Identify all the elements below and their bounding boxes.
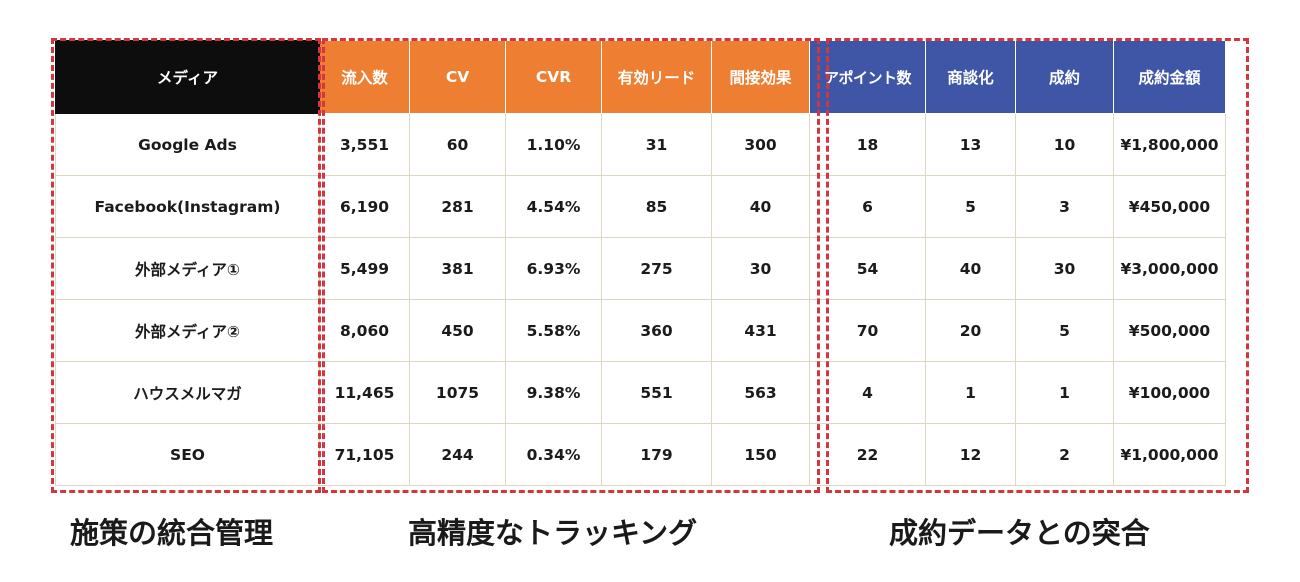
cell-valid-leads: 179	[601, 423, 712, 486]
cell-contracts: 3	[1015, 175, 1114, 238]
cell-valid-leads: 551	[601, 361, 712, 424]
caption-integrated-management: 施策の統合管理	[70, 516, 274, 550]
cell-media: 外部メディア②	[55, 299, 320, 362]
cell-valid-leads: 275	[601, 237, 712, 300]
header-valid-leads: 有効リード	[601, 40, 712, 114]
header-inflow: 流入数	[319, 40, 410, 114]
cell-contract-amount: ¥100,000	[1113, 361, 1226, 424]
cell-cv: 244	[409, 423, 506, 486]
header-contracts: 成約	[1015, 40, 1114, 114]
cell-contract-amount: ¥500,000	[1113, 299, 1226, 362]
cell-cvr: 0.34%	[505, 423, 602, 486]
cell-negotiations: 1	[925, 361, 1016, 424]
caption-contract-data-matching: 成約データとの突合	[889, 516, 1150, 550]
cell-indirect-effect: 563	[711, 361, 810, 424]
cell-appointments: 22	[809, 423, 926, 486]
cell-contracts: 5	[1015, 299, 1114, 362]
cell-inflow: 3,551	[319, 113, 410, 176]
cell-inflow: 6,190	[319, 175, 410, 238]
cell-cvr: 5.58%	[505, 299, 602, 362]
cell-cv: 1075	[409, 361, 506, 424]
cell-valid-leads: 31	[601, 113, 712, 176]
cell-valid-leads: 85	[601, 175, 712, 238]
cell-indirect-effect: 40	[711, 175, 810, 238]
cell-cv: 60	[409, 113, 506, 176]
media-performance-table: メディア 流入数 CV CVR 有効リード 間接効果 アポイント数 商談化 成約…	[55, 40, 1226, 486]
cell-contracts: 2	[1015, 423, 1114, 486]
cell-appointments: 6	[809, 175, 926, 238]
cell-indirect-effect: 30	[711, 237, 810, 300]
cell-cvr: 1.10%	[505, 113, 602, 176]
cell-media: Google Ads	[55, 113, 320, 176]
cell-inflow: 71,105	[319, 423, 410, 486]
cell-negotiations: 13	[925, 113, 1016, 176]
table-row: ハウスメルマガ 11,465 1075 9.38% 551 563 4 1 1 …	[55, 361, 1226, 424]
cell-inflow: 8,060	[319, 299, 410, 362]
cell-media: ハウスメルマガ	[55, 361, 320, 424]
cell-appointments: 18	[809, 113, 926, 176]
cell-negotiations: 20	[925, 299, 1016, 362]
cell-contract-amount: ¥1,000,000	[1113, 423, 1226, 486]
header-cvr: CVR	[505, 40, 602, 114]
cell-appointments: 4	[809, 361, 926, 424]
cell-appointments: 70	[809, 299, 926, 362]
cell-cvr: 9.38%	[505, 361, 602, 424]
cell-negotiations: 5	[925, 175, 1016, 238]
cell-contract-amount: ¥450,000	[1113, 175, 1226, 238]
table-header-row: メディア 流入数 CV CVR 有効リード 間接効果 アポイント数 商談化 成約…	[55, 40, 1226, 114]
cell-contract-amount: ¥3,000,000	[1113, 237, 1226, 300]
cell-contracts: 30	[1015, 237, 1114, 300]
cell-media: Facebook(Instagram)	[55, 175, 320, 238]
cell-cvr: 4.54%	[505, 175, 602, 238]
cell-cv: 450	[409, 299, 506, 362]
cell-indirect-effect: 431	[711, 299, 810, 362]
cell-cv: 281	[409, 175, 506, 238]
header-indirect-effect: 間接効果	[711, 40, 810, 114]
table-row: 外部メディア② 8,060 450 5.58% 360 431 70 20 5 …	[55, 299, 1226, 362]
table-row: Google Ads 3,551 60 1.10% 31 300 18 13 1…	[55, 113, 1226, 176]
cell-inflow: 5,499	[319, 237, 410, 300]
header-media: メディア	[55, 40, 320, 114]
cell-contract-amount: ¥1,800,000	[1113, 113, 1226, 176]
header-negotiations: 商談化	[925, 40, 1016, 114]
cell-cvr: 6.93%	[505, 237, 602, 300]
cell-media: SEO	[55, 423, 320, 486]
table-row: 外部メディア① 5,499 381 6.93% 275 30 54 40 30 …	[55, 237, 1226, 300]
cell-contracts: 10	[1015, 113, 1114, 176]
cell-indirect-effect: 300	[711, 113, 810, 176]
cell-indirect-effect: 150	[711, 423, 810, 486]
header-appointments: アポイント数	[809, 40, 926, 114]
cell-media: 外部メディア①	[55, 237, 320, 300]
table-row: Facebook(Instagram) 6,190 281 4.54% 85 4…	[55, 175, 1226, 238]
cell-inflow: 11,465	[319, 361, 410, 424]
header-contract-amount: 成約金額	[1113, 40, 1226, 114]
cell-negotiations: 12	[925, 423, 1016, 486]
cell-cv: 381	[409, 237, 506, 300]
cell-valid-leads: 360	[601, 299, 712, 362]
caption-high-precision-tracking: 高精度なトラッキング	[408, 516, 698, 550]
header-cv: CV	[409, 40, 506, 114]
table-row: SEO 71,105 244 0.34% 179 150 22 12 2 ¥1,…	[55, 423, 1226, 486]
cell-appointments: 54	[809, 237, 926, 300]
cell-negotiations: 40	[925, 237, 1016, 300]
cell-contracts: 1	[1015, 361, 1114, 424]
